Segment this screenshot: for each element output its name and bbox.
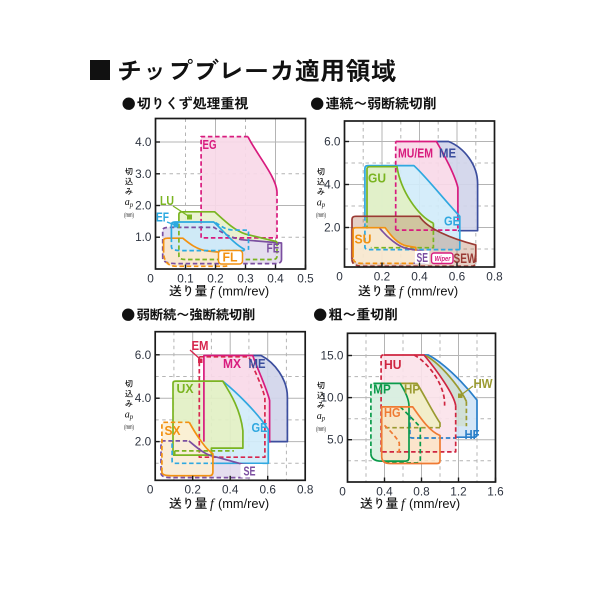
- svg-text:SE: SE: [244, 464, 256, 479]
- svg-text:(mm/rev): (mm/rev): [218, 284, 269, 299]
- svg-text:0: 0: [147, 271, 154, 285]
- svg-text:(mm): (mm): [124, 424, 134, 431]
- svg-text:ME: ME: [249, 357, 266, 371]
- svg-text:EG: EG: [203, 138, 217, 152]
- svg-text:ap: ap: [317, 197, 326, 209]
- svg-text:0.4: 0.4: [411, 269, 428, 283]
- svg-text:ap: ap: [125, 197, 134, 209]
- svg-text:GE: GE: [252, 421, 268, 435]
- svg-text:2.0: 2.0: [135, 199, 152, 213]
- svg-text:10.0: 10.0: [321, 391, 344, 405]
- svg-text:MU/EM: MU/EM: [398, 147, 433, 161]
- svg-text:MX: MX: [223, 357, 242, 371]
- svg-text:SE: SE: [417, 250, 429, 265]
- svg-text:ap: ap: [125, 409, 134, 421]
- svg-text:0.6: 0.6: [259, 483, 276, 497]
- svg-text:0.2: 0.2: [374, 269, 390, 283]
- svg-text:UX: UX: [177, 382, 195, 396]
- svg-text:EM: EM: [192, 339, 209, 353]
- svg-text:EF: EF: [156, 211, 169, 225]
- svg-text:3.0: 3.0: [135, 167, 152, 181]
- svg-text:(mm/rev): (mm/rev): [409, 496, 460, 511]
- svg-text:0.2: 0.2: [207, 271, 223, 285]
- svg-text:1.2: 1.2: [450, 484, 466, 498]
- svg-text:HG: HG: [384, 406, 401, 420]
- svg-text:SEW: SEW: [454, 251, 477, 266]
- svg-text:0.4: 0.4: [267, 271, 284, 285]
- svg-text:2.0: 2.0: [135, 435, 152, 449]
- svg-text:15.0: 15.0: [321, 349, 344, 363]
- svg-text:HW: HW: [474, 377, 493, 391]
- svg-text:(mm/rev): (mm/rev): [407, 284, 458, 299]
- svg-text:ap: ap: [317, 411, 326, 423]
- svg-text:2.0: 2.0: [324, 221, 341, 235]
- svg-text:4.0: 4.0: [135, 391, 152, 405]
- svg-text:MP: MP: [373, 383, 391, 397]
- svg-text:6.0: 6.0: [324, 135, 341, 149]
- svg-text:HF: HF: [465, 428, 480, 442]
- svg-text:(mm/rev): (mm/rev): [218, 496, 269, 511]
- svg-text:0.1: 0.1: [177, 271, 193, 285]
- svg-text:0.5: 0.5: [297, 271, 314, 285]
- svg-text:0.2: 0.2: [184, 483, 200, 497]
- svg-text:0.8: 0.8: [486, 269, 503, 283]
- svg-text:4.0: 4.0: [135, 135, 152, 149]
- svg-text:HP: HP: [404, 383, 420, 397]
- svg-text:f: f: [210, 284, 216, 299]
- svg-text:1.0: 1.0: [135, 230, 152, 244]
- svg-text:(mm): (mm): [316, 426, 326, 433]
- svg-text:SU: SU: [355, 233, 372, 247]
- svg-text:6.0: 6.0: [135, 348, 152, 362]
- svg-text:FL: FL: [223, 251, 238, 265]
- svg-text:0.6: 0.6: [449, 269, 466, 283]
- svg-text:0.3: 0.3: [237, 271, 254, 285]
- svg-text:Wiper: Wiper: [435, 256, 452, 263]
- svg-text:ME: ME: [439, 147, 456, 161]
- svg-text:f: f: [210, 496, 216, 511]
- svg-text:(mm): (mm): [316, 212, 326, 219]
- svg-text:0.4: 0.4: [222, 483, 239, 497]
- svg-text:0: 0: [336, 269, 343, 283]
- svg-text:0.4: 0.4: [376, 484, 393, 498]
- svg-text:GE: GE: [444, 215, 460, 229]
- svg-text:4.0: 4.0: [324, 178, 341, 192]
- svg-text:f: f: [401, 496, 407, 511]
- svg-text:GU: GU: [368, 172, 386, 186]
- svg-text:SX: SX: [165, 424, 182, 438]
- svg-text:0: 0: [339, 484, 346, 498]
- svg-text:0.8: 0.8: [297, 483, 314, 497]
- svg-text:FE: FE: [267, 242, 280, 256]
- svg-text:LU: LU: [160, 194, 174, 208]
- svg-text:0.8: 0.8: [413, 484, 430, 498]
- svg-text:HU: HU: [384, 358, 402, 372]
- svg-text:0: 0: [147, 483, 154, 497]
- svg-text:f: f: [399, 284, 405, 299]
- svg-text:1.6: 1.6: [487, 484, 504, 498]
- svg-text:5.0: 5.0: [327, 433, 344, 447]
- svg-text:(mm): (mm): [124, 212, 134, 219]
